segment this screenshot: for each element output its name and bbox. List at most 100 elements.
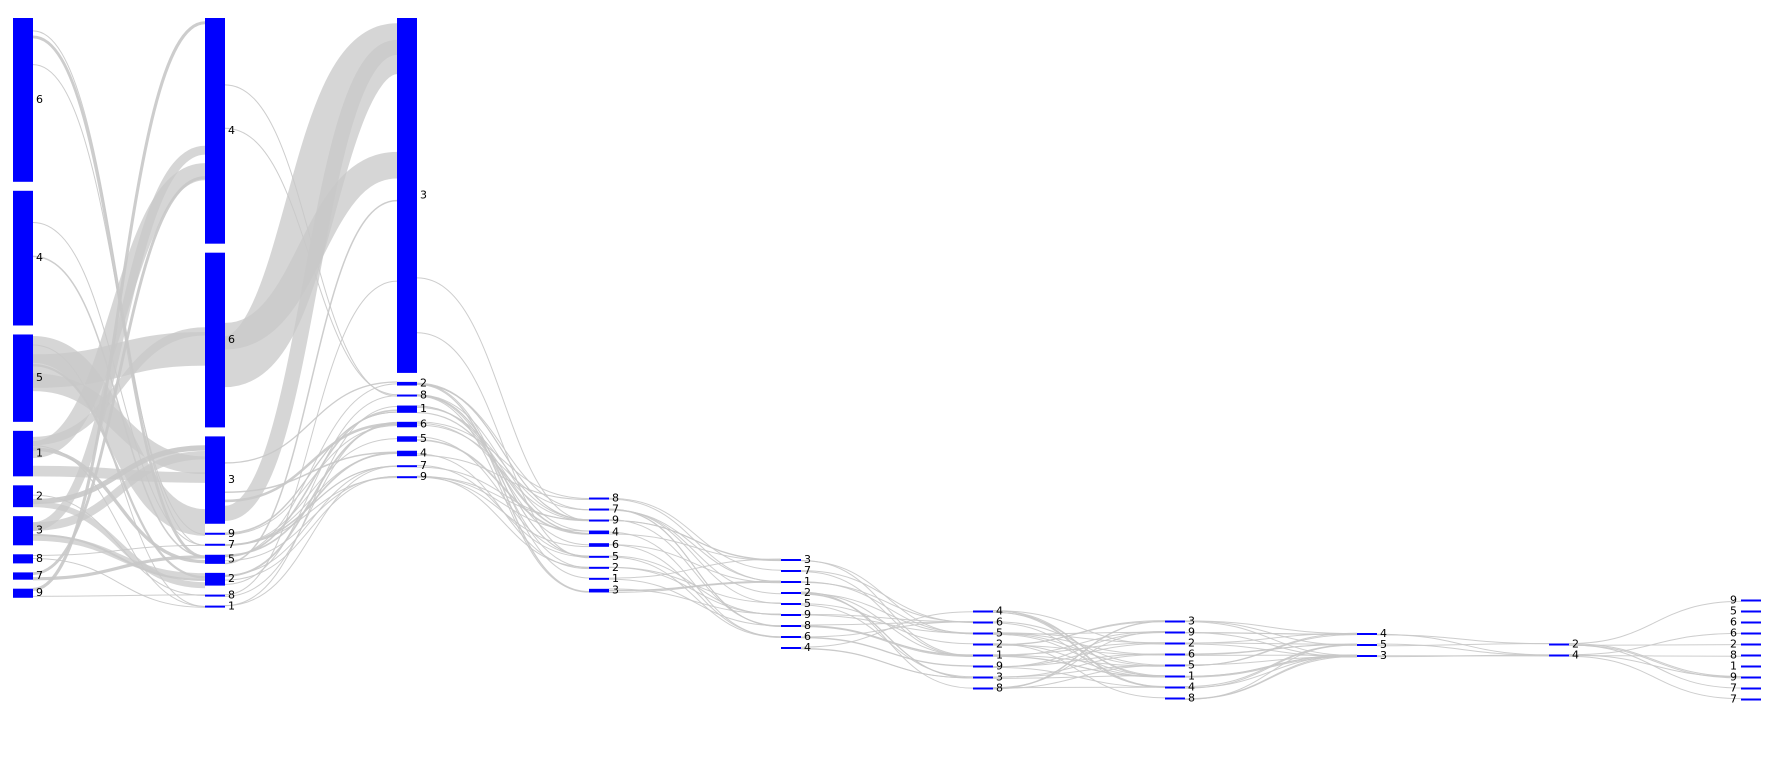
sankey-node[interactable] [589, 588, 609, 593]
sankey-node[interactable] [13, 430, 33, 477]
sankey-node[interactable] [1741, 698, 1761, 701]
sankey-node[interactable] [13, 334, 33, 422]
sankey-node[interactable] [397, 450, 417, 457]
sankey-node[interactable] [205, 554, 225, 564]
sankey-node[interactable] [973, 643, 993, 646]
sankey-node-label: 8 [804, 619, 811, 632]
sankey-node-label: 2 [804, 586, 811, 599]
sankey-node[interactable] [13, 18, 33, 182]
sankey-node[interactable] [973, 610, 993, 613]
sankey-node[interactable] [397, 476, 417, 479]
sankey-link [992, 653, 1166, 678]
sankey-node[interactable] [397, 421, 417, 428]
sankey-node[interactable] [397, 405, 417, 413]
sankey-node[interactable] [13, 516, 33, 546]
sankey-link [1184, 656, 1358, 700]
sankey-node-label: 6 [996, 616, 1003, 629]
sankey-node[interactable] [13, 554, 33, 564]
sankey-node[interactable] [1741, 599, 1761, 602]
sankey-node[interactable] [589, 497, 609, 500]
sankey-node[interactable] [1741, 665, 1761, 668]
sankey-node[interactable] [1357, 644, 1377, 646]
sankey-node[interactable] [1741, 654, 1761, 657]
sankey-node[interactable] [589, 555, 609, 558]
sankey-node[interactable] [1165, 653, 1185, 656]
sankey-node[interactable] [1165, 675, 1185, 678]
sankey-node[interactable] [1741, 687, 1761, 690]
sankey-node-label: 6 [1730, 616, 1737, 629]
sankey-node[interactable] [589, 543, 609, 547]
sankey-link [1568, 644, 1742, 689]
sankey-node[interactable] [13, 572, 33, 580]
sankey-node[interactable] [1741, 610, 1761, 613]
sankey-node[interactable] [781, 647, 801, 649]
sankey-node[interactable] [205, 572, 225, 586]
sankey-node[interactable] [205, 18, 225, 244]
sankey-node[interactable] [1549, 643, 1569, 646]
sankey-node[interactable] [205, 252, 225, 428]
sankey-node[interactable] [973, 676, 993, 679]
sankey-node[interactable] [589, 577, 609, 580]
sankey-node[interactable] [781, 559, 801, 561]
sankey-node[interactable] [13, 588, 33, 598]
sankey-node[interactable] [973, 621, 993, 624]
nodes-layer: 6451238794639752813281654798794652133712… [13, 18, 1761, 706]
sankey-link [223, 39, 399, 521]
sankey-node[interactable] [589, 566, 609, 569]
sankey-node[interactable] [781, 614, 801, 616]
sankey-node[interactable] [205, 605, 225, 608]
sankey-link [416, 475, 590, 532]
sankey-node[interactable] [1165, 620, 1185, 623]
sankey-node[interactable] [781, 603, 801, 605]
sankey-node[interactable] [973, 654, 993, 657]
sankey-node[interactable] [205, 436, 225, 524]
sankey-node-label: 5 [1730, 605, 1737, 618]
sankey-node-label: 1 [612, 572, 619, 585]
sankey-link [992, 632, 1166, 644]
sankey-node[interactable] [397, 436, 417, 442]
sankey-node[interactable] [781, 592, 801, 594]
sankey-node[interactable] [1165, 686, 1185, 689]
sankey-node-label: 5 [612, 550, 619, 563]
sankey-node-label: 4 [1188, 681, 1195, 694]
sankey-node-label: 7 [420, 459, 427, 472]
sankey-node[interactable] [205, 543, 225, 546]
sankey-link [1568, 655, 1742, 700]
sankey-node[interactable] [1741, 621, 1761, 624]
sankey-node[interactable] [13, 190, 33, 326]
sankey-link [32, 534, 206, 580]
sankey-node[interactable] [397, 394, 417, 397]
sankey-node[interactable] [205, 532, 225, 535]
sankey-node[interactable] [781, 570, 801, 572]
sankey-node[interactable] [397, 18, 417, 373]
sankey-node[interactable] [1741, 676, 1761, 679]
sankey-node[interactable] [589, 508, 609, 511]
sankey-node[interactable] [397, 381, 417, 386]
sankey-node-label: 4 [36, 251, 43, 264]
sankey-node[interactable] [973, 665, 993, 668]
sankey-node[interactable] [205, 594, 225, 597]
sankey-node[interactable] [1165, 664, 1185, 667]
sankey-node[interactable] [973, 632, 993, 635]
sankey-node[interactable] [1741, 643, 1761, 646]
sankey-node[interactable] [1165, 631, 1185, 634]
sankey-node-label: 8 [420, 389, 427, 402]
sankey-node[interactable] [1357, 633, 1377, 635]
sankey-node[interactable] [589, 519, 609, 522]
sankey-node[interactable] [781, 636, 801, 638]
sankey-node[interactable] [1741, 632, 1761, 635]
sankey-link [1568, 643, 1742, 678]
sankey-node[interactable] [781, 581, 801, 583]
sankey-node[interactable] [973, 687, 993, 690]
sankey-node[interactable] [397, 465, 417, 468]
sankey-node[interactable] [1549, 654, 1569, 657]
sankey-node[interactable] [781, 625, 801, 627]
sankey-link [224, 476, 398, 562]
sankey-node-label: 1 [420, 402, 427, 415]
sankey-node[interactable] [1165, 642, 1185, 645]
sankey-node[interactable] [13, 485, 33, 508]
sankey-node[interactable] [1165, 697, 1185, 700]
sankey-node[interactable] [1357, 655, 1377, 657]
sankey-node[interactable] [589, 530, 609, 535]
